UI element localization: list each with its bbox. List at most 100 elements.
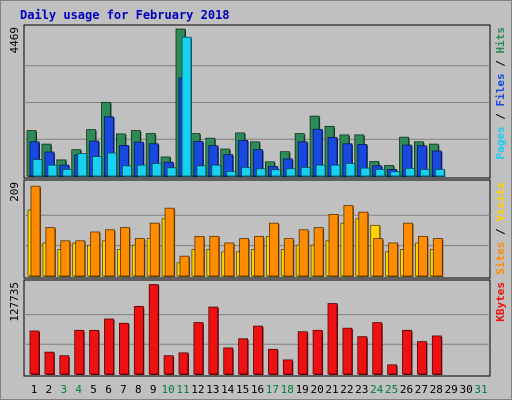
bar-pages-day-23: [360, 167, 371, 177]
bar-kbytes-day-3: [59, 355, 70, 375]
bar-pages-day-20: [315, 164, 326, 177]
x-tick-label: 29: [445, 383, 458, 396]
x-tick-label: 19: [296, 383, 309, 396]
bar-kbytes-day-16: [253, 325, 263, 375]
bar-pages-day-2: [47, 164, 58, 177]
x-tick-label: 13: [206, 383, 219, 396]
bar-sites-day-12: [194, 235, 205, 277]
bar-pages-day-22: [345, 163, 356, 177]
bar-kbytes-day-5: [89, 329, 99, 375]
bar-kbytes-day-7: [119, 322, 129, 375]
bar-kbytes-day-28: [431, 335, 442, 375]
x-tick-label: 24: [370, 383, 384, 396]
legend-entry: Pages: [494, 126, 507, 159]
bar-kbytes-day-25: [387, 364, 398, 375]
bar-sites-day-14: [224, 242, 235, 277]
x-tick-label: 10: [161, 383, 174, 396]
bar-sites-day-1: [30, 185, 41, 277]
legend-entry: Sites: [494, 242, 507, 275]
x-tick-label: 15: [236, 383, 249, 396]
bar-kbytes-day-27: [416, 341, 427, 375]
legend-entry: Files: [494, 73, 507, 106]
bar-sites-day-20: [313, 227, 324, 277]
bar-pages-day-10: [166, 167, 177, 177]
series-sites: [30, 185, 444, 277]
y-max-label: 4469: [8, 27, 21, 54]
bar-kbytes-day-10: [163, 355, 174, 375]
legend-entry: Hits: [494, 27, 507, 54]
bar-sites-day-21: [328, 213, 339, 277]
bar-kbytes-day-12: [193, 322, 204, 375]
bar-kbytes-day-24: [372, 322, 383, 375]
bar-sites-day-7: [120, 227, 130, 277]
x-tick-label: 8: [135, 383, 142, 396]
bar-sites-day-25: [388, 242, 399, 277]
bar-pages-day-6: [107, 152, 117, 177]
bar-kbytes-day-9: [148, 284, 159, 375]
bar-pages-day-26: [405, 168, 415, 177]
bar-sites-day-19: [298, 229, 309, 277]
x-tick-label: 7: [120, 383, 127, 396]
x-tick-label: 3: [60, 383, 67, 396]
bar-pages-day-8: [136, 164, 147, 177]
x-tick-label: 25: [385, 383, 398, 396]
bar-kbytes-day-17: [267, 348, 278, 375]
bar-pages-day-24: [375, 169, 386, 177]
bar-pages-day-9: [151, 163, 162, 177]
legend-entry: /: [494, 107, 507, 127]
bar-sites-day-22: [343, 205, 354, 277]
legend-hits-files-pages: Pages / Files / Hits: [494, 27, 507, 160]
bar-pages-day-4: [77, 153, 88, 177]
bar-sites-day-9: [149, 222, 160, 277]
x-tick-label: 12: [191, 383, 204, 396]
x-tick-label: 31: [474, 383, 487, 396]
bar-sites-day-26: [403, 222, 413, 277]
bar-pages-day-14: [226, 170, 237, 177]
bar-sites-day-2: [45, 227, 56, 277]
bar-sites-day-23: [358, 211, 369, 277]
bar-sites-day-13: [209, 235, 220, 277]
bar-sites-day-15: [239, 238, 250, 277]
y-max-label: 209: [8, 182, 21, 202]
bar-sites-day-24: [373, 238, 384, 277]
bar-pages-day-7: [122, 165, 132, 177]
bar-pages-day-1: [32, 159, 43, 177]
x-tick-label: 2: [46, 383, 53, 396]
bar-pages-day-21: [330, 164, 341, 177]
bar-kbytes-day-8: [133, 305, 144, 375]
bar-kbytes-day-2: [44, 351, 55, 375]
x-tick-label: 30: [459, 383, 472, 396]
bar-sites-day-17: [268, 222, 279, 277]
bar-kbytes-day-4: [74, 329, 85, 375]
bar-pages-day-15: [241, 167, 252, 177]
x-tick-label: 26: [400, 383, 413, 396]
x-tick-label: 27: [415, 383, 428, 396]
panel-visits-sites: 209 Sites / Visits: [8, 179, 507, 279]
chart-title: Daily usage for February 2018: [20, 8, 230, 22]
bar-sites-day-10: [164, 207, 175, 277]
legend-entry: KBytes: [494, 282, 507, 322]
bar-kbytes-day-18: [282, 359, 293, 375]
bar-sites-day-5: [90, 231, 100, 277]
legend-entry: /: [494, 222, 507, 242]
bar-pages-day-19: [300, 167, 311, 177]
bar-sites-day-27: [417, 235, 428, 277]
bar-pages-day-5: [92, 156, 102, 177]
bar-pages-day-11: [181, 36, 192, 177]
bar-kbytes-day-15: [238, 338, 249, 375]
bar-pages-day-28: [434, 169, 445, 177]
bar-sites-day-6: [105, 229, 115, 277]
x-tick-label: 22: [340, 383, 353, 396]
chart-panels: 4469 Pages / Files / Hits 209 Sites / Visit…: [8, 24, 507, 377]
bar-kbytes-day-20: [312, 329, 323, 375]
x-tick-label: 11: [176, 383, 189, 396]
bar-kbytes-day-26: [402, 329, 412, 375]
legend-visits-sites: Sites / Visits: [494, 182, 507, 275]
x-tick-label: 17: [266, 383, 279, 396]
bar-pages-day-16: [256, 168, 266, 177]
bar-sites-day-18: [283, 238, 294, 277]
series-pages: [32, 36, 446, 177]
bar-pages-day-25: [390, 171, 401, 177]
x-tick-label: 20: [310, 383, 323, 396]
